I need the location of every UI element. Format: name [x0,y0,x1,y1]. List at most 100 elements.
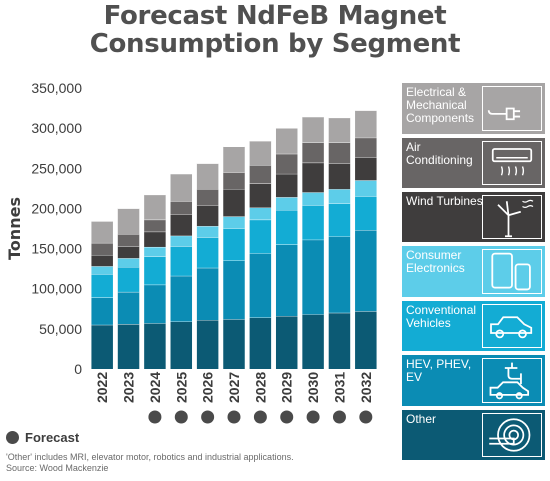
bar-segment [249,253,272,318]
x-tick-label: 2025 [173,372,189,403]
y-tick-label: 250,000 [31,160,82,176]
bar-segment [355,110,377,138]
bar-segment [196,189,219,206]
bar-segment [117,291,140,325]
y-tick-label: 0 [74,361,82,377]
bar-segment [196,163,219,190]
y-tick-label: 50,000 [39,321,82,337]
bar-segment [170,214,193,236]
bar-segment [249,207,272,220]
bar-segment [223,319,245,369]
forecast-dot-icon [174,410,188,424]
bar-segment [355,157,377,181]
bar-segment [355,230,377,312]
bar-segment [196,320,219,369]
bar-segment [249,183,272,208]
forecast-dot-icon [332,410,346,424]
bar-segment [196,267,219,321]
bar-segment [170,173,193,202]
bar-segment [355,180,377,197]
bar-segment [275,316,298,369]
legend-item: HEV, PHEV, EV [401,354,546,407]
x-tick-label: 2026 [200,372,216,403]
x-tick-label: 2030 [305,372,321,403]
bar-segment [91,324,113,369]
bar-segment [91,297,113,325]
legend-item: Consumer Electronics [401,245,546,298]
bar-segment [223,216,245,229]
bar-segment [302,142,324,163]
y-tick-label: 100,000 [31,281,82,297]
bar-segment [170,235,193,247]
x-tick-label: 2024 [147,372,163,403]
bar-segment [223,189,245,217]
forecast-label: Forecast [25,430,80,445]
legend-label: Other [406,412,437,426]
bar-segment [302,192,324,206]
bar-segment [117,258,140,268]
bar-segment [117,324,140,369]
bar-segment [328,163,351,190]
bar-segment [91,266,113,275]
mri-icon [482,413,542,457]
legend-item: Air Conditioning [401,137,546,189]
bar-segment [223,172,245,190]
bar-segment [91,242,113,255]
bar-segment [144,194,166,220]
bar-segment [249,165,272,184]
air-conditioner-icon [482,141,542,185]
bar-segment [328,203,351,237]
forecast-dot-icon [201,410,215,424]
bar-segment [117,267,140,292]
bar-segment [275,173,298,198]
title-line-2: Consumption by Segment [89,29,461,59]
bar-segment [170,275,193,322]
bar-segment [91,274,113,298]
bar-segment [302,314,324,369]
forecast-dot-icon [306,410,320,424]
legend-label: Conventional Vehicles [406,303,477,330]
bar-segment [196,205,219,227]
y-tick-label: 350,000 [31,80,82,96]
bar-segment [328,236,351,313]
x-tick-label: 2031 [331,372,347,403]
bar-segment [117,246,140,259]
bar-segment [144,323,166,369]
bar-segment [249,219,272,254]
x-tick-label: 2032 [358,372,374,403]
bar-segment [223,228,245,261]
bar-segment [275,128,298,154]
bar-segment [223,260,245,320]
bar-segment [328,117,351,143]
bar-segment [302,162,324,193]
ev-charging-icon [482,358,542,403]
x-tick-label: 2023 [121,372,137,403]
forecast-dot-icon [6,431,19,444]
bar-segment [91,254,113,267]
bar-segment [249,317,272,369]
legend-label: Wind Turbines [406,194,483,208]
bar-segment [144,246,166,257]
y-tick-label: 300,000 [31,120,82,136]
bar-segment [249,140,272,166]
bar-segment [196,226,219,238]
bar-segment [302,239,324,315]
forecast-dot-icon [227,410,241,424]
legend-item: Wind Turbines [401,191,546,243]
bar-segment [144,231,166,247]
bar-segment [91,221,113,243]
bar-segment [355,311,377,369]
forecast-dot-icon [280,410,294,424]
chart-title: Forecast NdFeB Magnet Consumption by Seg… [0,2,550,58]
legend-label: Electrical & Mechanical Components [406,85,475,125]
legend-label: HEV, PHEV, EV [406,357,472,384]
bar-segment [144,219,166,232]
bar-segment [275,244,298,317]
bar-segment [117,208,140,235]
y-tick-label: 150,000 [31,241,82,257]
bar-segment [355,196,377,231]
bar-segment [144,256,166,285]
y-axis-title: Tonnes [5,197,24,260]
bar-segment [302,116,324,143]
